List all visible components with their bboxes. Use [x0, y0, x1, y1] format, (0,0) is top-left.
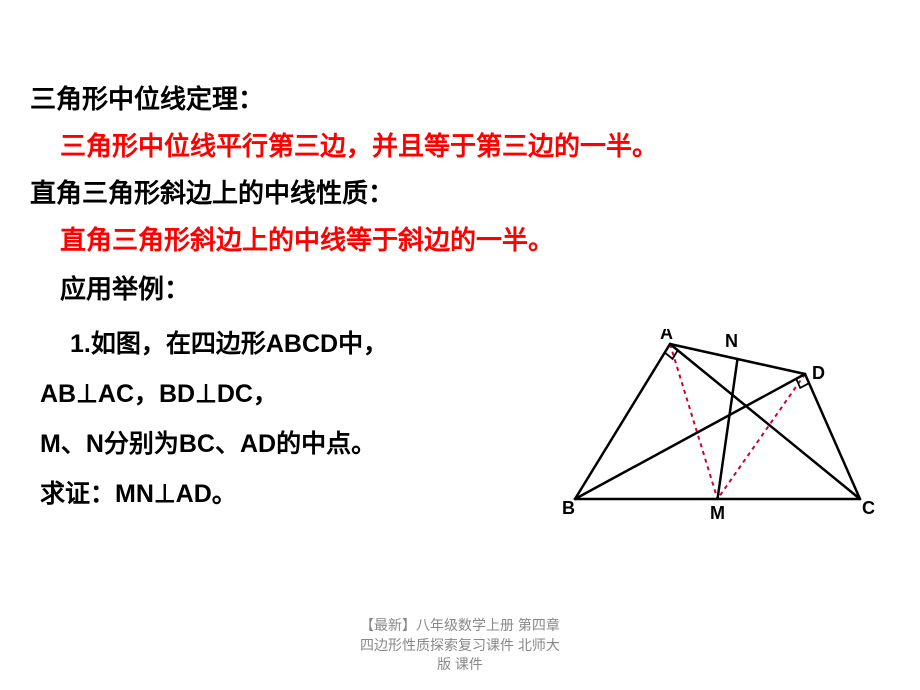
geometry-diagram: A B C D M N [560, 329, 880, 529]
svg-text:N: N [725, 331, 738, 351]
svg-text:D: D [812, 363, 825, 383]
theorem2-body: 直角三角形斜边上的中线等于斜边的一半。 [30, 221, 890, 260]
svg-text:M: M [710, 503, 725, 523]
svg-text:C: C [862, 498, 875, 518]
example-text: 1.如图，在四边形ABCD中， AB⊥AC，BD⊥DC， M、N分别为BC、AD… [30, 319, 560, 519]
example-line1: 1.如图，在四边形ABCD中， [40, 319, 560, 369]
theorem2-title: 直角三角形斜边上的中线性质： [30, 174, 890, 213]
svg-text:A: A [660, 329, 673, 343]
svg-text:B: B [562, 498, 575, 518]
example-line4: 求证：MN⊥AD。 [40, 469, 560, 519]
theorem1-body: 三角形中位线平行第三边，并且等于第三边的一半。 [30, 127, 890, 166]
footer-line3: 版 课件 [0, 655, 920, 675]
theorem1-title: 三角形中位线定理： [30, 80, 890, 119]
slide-content: 三角形中位线定理： 三角形中位线平行第三边，并且等于第三边的一半。 直角三角形斜… [0, 0, 920, 529]
footer: 【最新】八年级数学上册 第四章 四边形性质探索复习课件 北师大 版 课件 [0, 616, 920, 675]
diagram-container: A B C D M N [560, 319, 890, 529]
example-row: 1.如图，在四边形ABCD中， AB⊥AC，BD⊥DC， M、N分别为BC、AD… [30, 319, 890, 529]
example-line3: M、N分别为BC、AD的中点。 [40, 419, 560, 469]
example-line2: AB⊥AC，BD⊥DC， [40, 369, 560, 419]
footer-line1: 【最新】八年级数学上册 第四章 [0, 616, 920, 636]
example-title: 应用举例： [30, 270, 890, 309]
footer-line2: 四边形性质探索复习课件 北师大 [0, 636, 920, 656]
